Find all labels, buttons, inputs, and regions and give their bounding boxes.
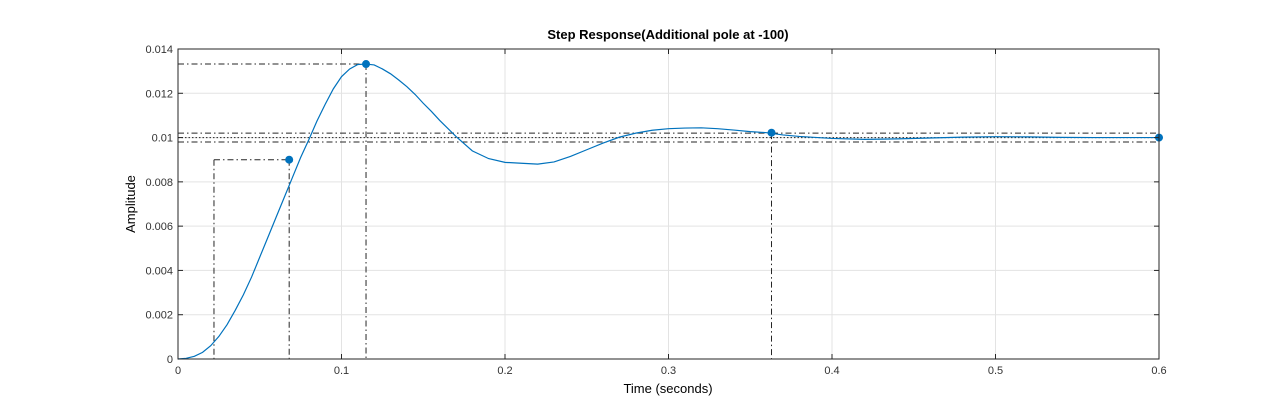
x-tick-label: 0.1: [334, 365, 349, 377]
x-tick-label: 0.5: [988, 365, 1003, 377]
y-tick-label: 0.006: [145, 221, 173, 233]
y-tick-label: 0.002: [145, 310, 173, 322]
x-tick-label: 0.2: [497, 365, 512, 377]
step-response-line: [177, 63, 1159, 360]
settling-time-marker: [767, 128, 776, 137]
x-tick-label: 0.3: [661, 365, 676, 377]
guide-layer: [178, 63, 1159, 359]
y-tick-label: 0: [167, 354, 173, 366]
peak-marker: [362, 60, 371, 69]
y-tick-label: 0.008: [145, 177, 173, 189]
x-tick-label: 0: [175, 365, 181, 377]
rise-time-marker: [285, 155, 294, 164]
tick-layer: 0 0.1 0.2 0.3 0.4 0.5 0.6 0 0.002 0.004 0.006 0.008…: [145, 44, 1166, 377]
y-tick-label: 0.014: [145, 44, 173, 56]
x-tick-label: 0.4: [824, 365, 839, 377]
chart-title: Step Response(Additional pole at -100): [547, 27, 788, 42]
y-tick-label: 0.012: [145, 88, 173, 100]
y-tick-label: 0.004: [145, 265, 173, 277]
y-axis-label: Amplitude: [123, 175, 138, 233]
grid-layer: [178, 49, 1159, 359]
x-tick-label: 0.6: [1151, 365, 1166, 377]
y-tick-label: 0.01: [152, 133, 173, 145]
x-axis-label: Time (seconds): [623, 381, 712, 396]
